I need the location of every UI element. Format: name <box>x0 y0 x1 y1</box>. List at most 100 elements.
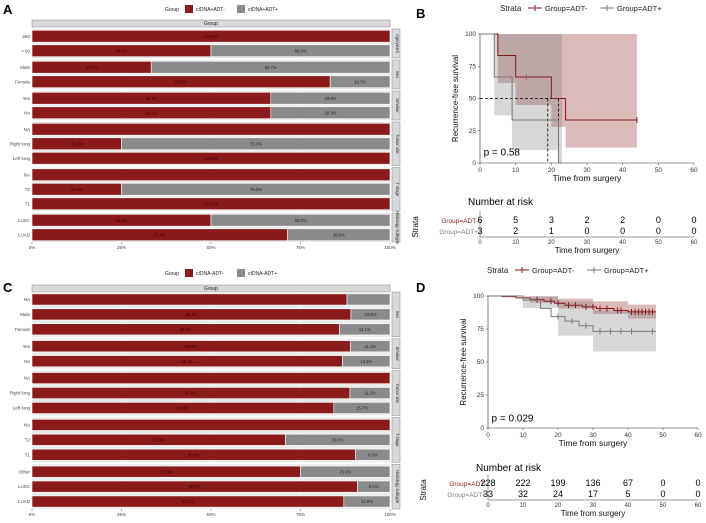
risk-x-tick-label: 30 <box>590 503 597 509</box>
x-tick-label: 50 <box>659 432 667 439</box>
category-label: NA <box>24 297 30 302</box>
strip-header <box>31 19 391 28</box>
bar-row: NA <box>24 293 391 306</box>
bar-row: Other 75.0% 25.0% <box>19 465 391 478</box>
risk-x-axis-label: Time from surgery <box>561 509 626 518</box>
risk-x-tick-label: 20 <box>555 503 562 509</box>
facet-strip <box>391 212 401 243</box>
legend-swatch <box>237 5 245 13</box>
data-label-1: 90.4% <box>188 452 200 457</box>
bar-segment-1 <box>31 293 348 306</box>
category-label: Left lung <box>13 406 31 411</box>
facet: Smoker Yes 66.7% 33.3% No 66.7% 33.3% <box>23 90 401 121</box>
risk-count: 0 <box>656 215 661 225</box>
data-label-1: 84.3% <box>177 406 189 411</box>
facet-label: T stage <box>395 433 400 448</box>
risk-row-label: Group=ADT- <box>441 218 478 225</box>
data-label-1: 87.1% <box>182 499 194 504</box>
data-label-1: 50.0% <box>116 218 128 223</box>
facet-label: Smoker <box>395 98 400 113</box>
risk-x-tick-label: 10 <box>520 503 527 509</box>
y-tick-label: 50 <box>477 359 485 366</box>
category-label: NA <box>24 422 30 427</box>
y-tick-label: 75 <box>477 326 485 333</box>
data-label-2: 9.6% <box>368 452 378 457</box>
risk-x-tick-label: 20 <box>548 240 555 246</box>
survival-curve <box>480 33 563 164</box>
data-label-2: 33.3% <box>324 110 336 115</box>
bar-row: T2 25.0% 75.0% <box>25 183 391 196</box>
risk-count: 0 <box>695 489 700 499</box>
bar-segment-1 <box>31 418 391 431</box>
category-label: Yes <box>23 344 31 349</box>
data-label-2: 11.2% <box>364 391 376 396</box>
facet-strip <box>391 167 401 212</box>
confidence-band <box>480 34 637 148</box>
facet-strip <box>391 28 401 59</box>
risk-y-axis-label: Strata <box>411 216 420 238</box>
bar-segment-2 <box>349 387 391 399</box>
data-label-2: 50.0% <box>295 218 307 223</box>
data-label-1: 86.7% <box>181 359 193 364</box>
risk-count: 17 <box>588 489 598 499</box>
risk-count: 32 <box>518 489 528 499</box>
risk-count: 0 <box>656 226 661 236</box>
facet: Smoker Yes 88.9% 11.1% No 86.7% 13.3% <box>23 338 401 369</box>
data-label-2: 75.0% <box>250 141 262 146</box>
bar-segment-1 <box>31 372 391 385</box>
risk-count: 0 <box>660 478 665 488</box>
category-label: Male <box>20 312 30 317</box>
bar-row: Right lung 88.8% 11.2% <box>10 387 391 399</box>
panel-label: D <box>416 280 425 295</box>
bar-row: T2 70.8% 29.2% <box>25 433 391 446</box>
facet: Tumor site NA Right lung 88.8% 11.2% Left lun… <box>10 370 401 416</box>
x-tick-label: 100% <box>384 245 396 250</box>
bar-segment-2 <box>210 44 391 57</box>
x-tick-label: 10 <box>519 432 527 439</box>
data-label-1: 66.7% <box>145 110 157 115</box>
risk-count: 5 <box>513 215 518 225</box>
facet-strip <box>391 338 401 369</box>
x-axis-label: Time from surgery <box>559 438 628 448</box>
strip-label: Group <box>204 21 218 27</box>
risk-x-tick-label: 50 <box>655 240 662 246</box>
risk-x-tick-label: 0 <box>486 503 490 509</box>
bar-row: NA <box>24 168 391 181</box>
risk-x-tick-label: 40 <box>619 240 626 246</box>
y-tick-label: 50 <box>469 96 477 103</box>
x-tick-label: 75% <box>296 512 305 517</box>
p-value: p = 0.029 <box>492 413 534 424</box>
x-tick-label: 0% <box>29 512 36 517</box>
facet-strip <box>391 121 401 166</box>
risk-x-tick-label: 40 <box>625 503 632 509</box>
x-tick-label: 20 <box>554 432 562 439</box>
x-tick-label: 0 <box>486 432 490 439</box>
category-label: No <box>24 110 30 115</box>
bar-segment-2 <box>210 214 391 227</box>
bar-row: ≥60 100.0% <box>23 30 391 43</box>
legend-label: ctDNA-ADT- <box>196 271 224 277</box>
bar-row: T1 100.0% <box>25 197 391 210</box>
x-tick-label: 30 <box>589 432 597 439</box>
bar-row: Yes 66.7% 33.3% <box>23 92 391 105</box>
risk-count: 2 <box>620 215 625 225</box>
bar-row: No 86.7% 13.3% <box>24 355 391 368</box>
category-label: ≥60 <box>23 34 31 39</box>
data-label-1: 90.9% <box>189 484 201 489</box>
facet: Histology subtype Other 75.0% 25.0% LUSC 90.9… <box>18 463 401 510</box>
bar-segment-2 <box>342 355 391 368</box>
data-label-1: 100.0% <box>204 156 218 161</box>
facet-label: Tumor site <box>395 383 400 403</box>
bar-row: LUAD 87.1% 12.9% <box>18 495 391 508</box>
y-tick-label: 100 <box>465 31 476 38</box>
legend-swatch <box>237 269 245 277</box>
facet: Sex NA Male 89.1% 10.9% Female 85.9% 14.1% <box>15 291 401 338</box>
bar-row: LUSC 50.0% 50.0% <box>18 214 391 227</box>
risk-x-tick-label: 0 <box>478 240 482 246</box>
category-label: Right lung <box>10 391 31 396</box>
data-label-1: 100.0% <box>204 201 218 206</box>
legend-swatch <box>185 5 193 13</box>
category-label: Female <box>15 327 31 332</box>
risk-count: 0 <box>620 226 625 236</box>
